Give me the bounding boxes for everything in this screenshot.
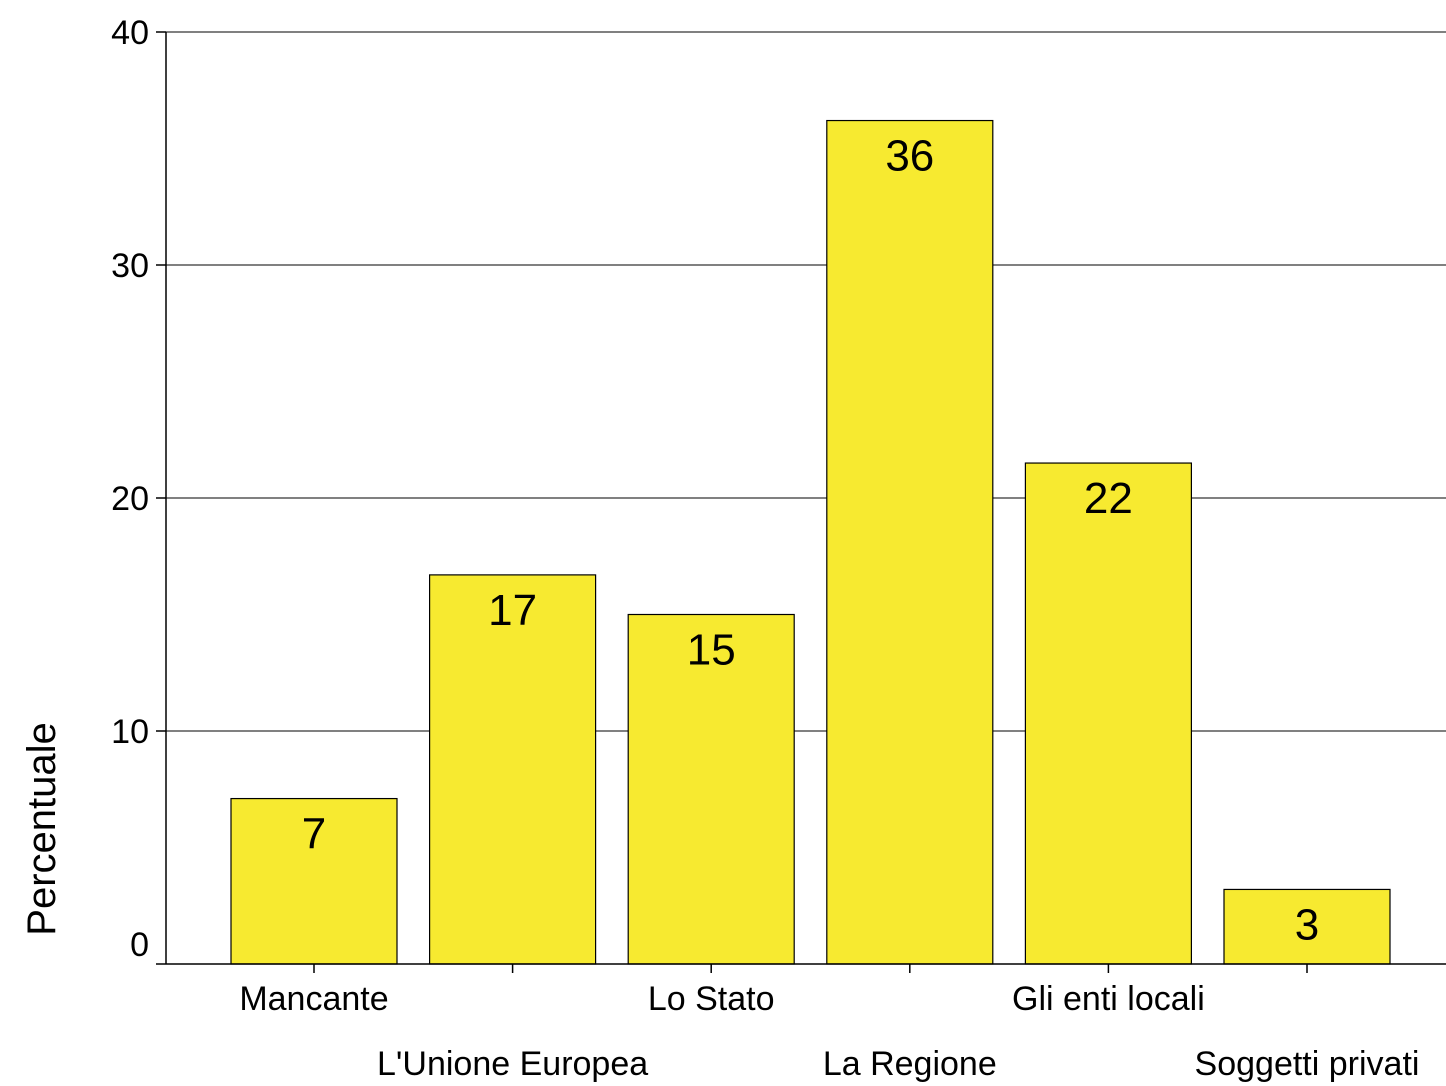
x-tick-label: Mancante bbox=[239, 980, 388, 1018]
data-label: 3 bbox=[1295, 900, 1319, 949]
x-tick-label: Lo Stato bbox=[648, 980, 775, 1018]
y-tick-label: 40 bbox=[111, 14, 149, 52]
data-label: 7 bbox=[302, 810, 326, 859]
y-ticks: 0 10 20 30 40 bbox=[111, 14, 166, 965]
data-label: 36 bbox=[885, 132, 934, 181]
y-tick-label: 20 bbox=[111, 480, 149, 518]
bar bbox=[826, 119, 994, 965]
x-tick-label: La Regione bbox=[823, 1045, 997, 1083]
data-label: 22 bbox=[1084, 474, 1133, 523]
data-label: 15 bbox=[687, 626, 736, 675]
y-tick-label: 10 bbox=[111, 713, 149, 751]
bar bbox=[1223, 888, 1391, 965]
data-label: 17 bbox=[488, 586, 537, 635]
y-tick-label: 30 bbox=[111, 247, 149, 285]
y-axis-label: Percentuale bbox=[20, 722, 64, 935]
bar bbox=[627, 613, 795, 965]
y-tick-label: 0 bbox=[130, 926, 149, 964]
x-tick-label: L'Unione Europea bbox=[377, 1045, 648, 1083]
bar bbox=[230, 797, 398, 965]
x-tick-label: Soggetti privati bbox=[1195, 1045, 1420, 1083]
bars bbox=[230, 119, 1391, 965]
x-tick-label: Gli enti locali bbox=[1012, 980, 1205, 1018]
gridlines bbox=[166, 31, 1446, 732]
bar bbox=[1024, 462, 1193, 965]
data-labels: 7 17 15 36 22 3 bbox=[302, 132, 1319, 950]
